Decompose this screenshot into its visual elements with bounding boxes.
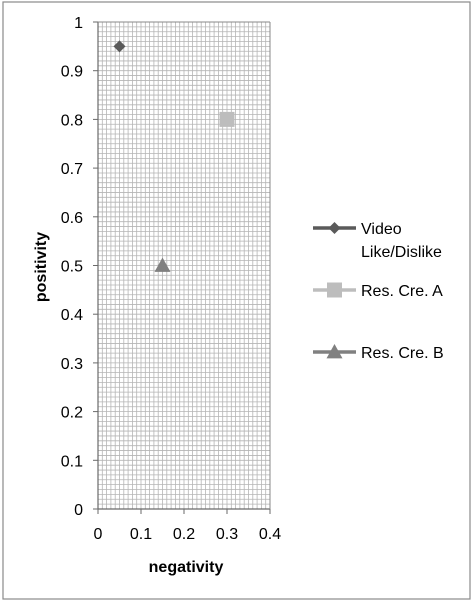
x-tick-label: 0.2 (173, 526, 195, 543)
y-tick-label: 0 (74, 502, 83, 519)
x-axis-title: negativity (149, 559, 224, 576)
y-tick-label: 1 (74, 15, 83, 32)
legend-marker-diamond (328, 222, 341, 234)
y-tick-label: 0.4 (61, 307, 83, 324)
grid-layer (98, 22, 270, 509)
y-tick-label: 0.2 (61, 405, 83, 422)
x-tick-label: 0.1 (130, 526, 152, 543)
tick-label-layer: 0 0.1 0.2 0.3 0.4 0.5 0.6 0.7 0.8 0.9 1 0 0.1 0.2 0.3 0… (61, 15, 281, 543)
marker-layer (113, 40, 235, 272)
y-tick-label: 0.7 (61, 161, 83, 178)
legend-item: Video Like/Dislike (313, 221, 442, 261)
legend-label: Video Like/Dislike (361, 221, 442, 261)
y-axis-title: positivity (33, 232, 50, 302)
legend-marker-triangle (326, 344, 343, 359)
legend-marker-square (327, 282, 342, 298)
legend-item: Res. Cre. A (313, 282, 443, 300)
x-tick-label: 0.3 (216, 526, 238, 543)
y-tick-label: 0.9 (61, 64, 83, 81)
data-point-diamond (113, 40, 126, 53)
legend: Video Like/Dislike Res. Cre. A Res. Cre. B (313, 221, 444, 362)
legend-label: Res. Cre. A (361, 283, 443, 300)
legend-item: Res. Cre. B (313, 344, 444, 362)
y-tick-label: 0.1 (61, 453, 83, 470)
y-tick-label: 0.8 (61, 112, 83, 129)
legend-label: Res. Cre. B (361, 345, 444, 362)
data-point-square (219, 111, 235, 127)
y-tick-label: 0.6 (61, 210, 83, 227)
x-tick-label: 0 (94, 526, 103, 543)
data-point-triangle (154, 257, 171, 272)
y-tick-label: 0.5 (61, 259, 83, 276)
y-tick-label: 0.3 (61, 356, 83, 373)
x-tick-label: 0.4 (259, 526, 281, 543)
